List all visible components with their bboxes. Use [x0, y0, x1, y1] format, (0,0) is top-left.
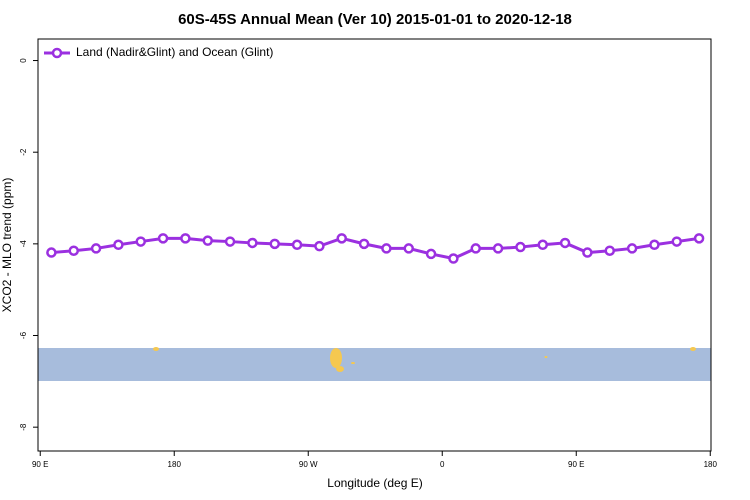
point [604, 245, 616, 256]
x-tick-label: 0 [440, 460, 445, 469]
point [515, 241, 526, 253]
point [157, 233, 169, 244]
point [626, 243, 638, 254]
point [559, 237, 571, 249]
plot-frame [37, 38, 712, 452]
point [671, 236, 683, 247]
point [403, 243, 414, 254]
point [269, 238, 280, 250]
land-patches [153, 347, 696, 372]
point [314, 240, 325, 252]
y-tick-label: 0 [19, 58, 28, 63]
point [202, 235, 213, 246]
x-tick-label: 90 E [32, 460, 48, 469]
point [135, 236, 146, 247]
point [582, 247, 593, 258]
map-strip [38, 348, 711, 381]
point [180, 233, 191, 244]
point [381, 243, 392, 254]
point [693, 233, 705, 244]
point [90, 243, 102, 254]
legend-marker [51, 47, 63, 59]
y-tick-label: -8 [19, 423, 28, 431]
point [425, 248, 437, 260]
x-tick-label: 90 E [568, 460, 584, 469]
x-tick-label: 180 [704, 460, 718, 469]
point [448, 253, 459, 264]
point [537, 239, 548, 251]
point [470, 243, 481, 254]
y-axis-label: XCO2 - MLO trend (ppm) [0, 178, 14, 313]
y-tick-label: -4 [19, 240, 28, 248]
point [336, 233, 347, 244]
x-axis-label: Longitude (deg E) [327, 476, 422, 490]
y-tick-label: -2 [19, 148, 28, 156]
y-tick-label: -6 [19, 331, 28, 339]
point [291, 239, 303, 251]
point [492, 243, 504, 254]
point [649, 239, 660, 251]
legend-label: Land (Nadir&Glint) and Ocean (Glint) [76, 45, 273, 59]
point [247, 237, 258, 249]
point [224, 236, 236, 247]
point [358, 238, 370, 250]
point [113, 239, 124, 251]
chart-title: 60S-45S Annual Mean (Ver 10) 2015-01-01 … [178, 11, 572, 28]
point [68, 245, 79, 256]
point [46, 247, 57, 258]
x-tick-label: 90 W [299, 460, 318, 469]
x-tick-label: 180 [168, 460, 182, 469]
series-line [51, 236, 700, 261]
